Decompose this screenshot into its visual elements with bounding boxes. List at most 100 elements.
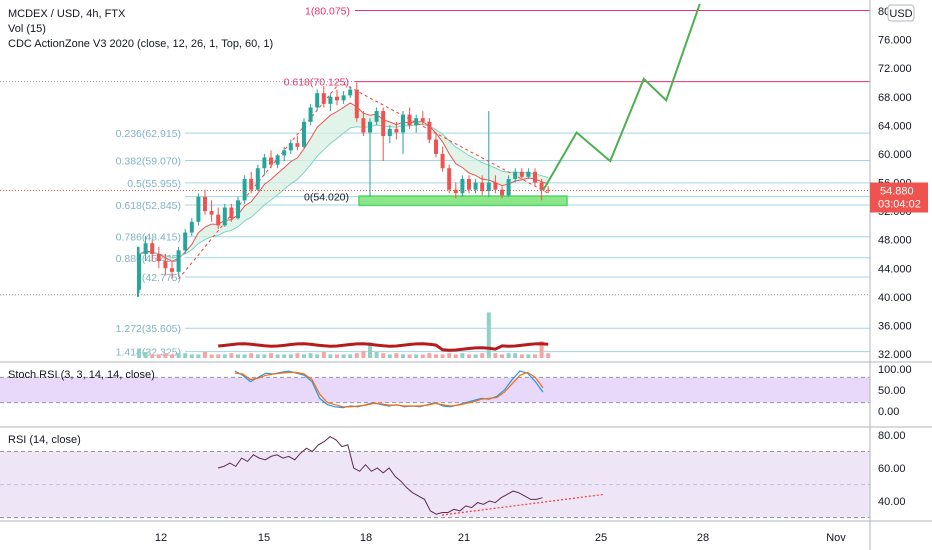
volume-bar [242, 354, 247, 358]
rsi-title[interactable]: RSI (14, close) [8, 434, 81, 446]
candle-body[interactable] [236, 200, 240, 219]
candle-body[interactable] [216, 214, 221, 226]
candle-body[interactable] [381, 111, 386, 137]
candle-body[interactable] [407, 114, 412, 126]
candle-body[interactable] [315, 93, 320, 108]
candle-body[interactable] [387, 128, 392, 137]
candle-body[interactable] [480, 182, 485, 192]
candle-body[interactable] [500, 189, 504, 196]
candle-body[interactable] [189, 221, 194, 233]
candle-body[interactable] [156, 253, 161, 262]
candle-body[interactable] [401, 114, 405, 133]
candle-body[interactable] [222, 207, 227, 226]
candle-body[interactable] [526, 171, 531, 177]
volume-bar [308, 353, 313, 358]
candle-body[interactable] [361, 118, 366, 133]
candle-body[interactable] [434, 139, 438, 154]
candle-body[interactable] [229, 207, 234, 219]
price-tick-label: 40.000 [878, 292, 912, 304]
volume-bar [282, 354, 287, 358]
candle-body[interactable] [275, 155, 280, 165]
candle-body[interactable] [506, 178, 511, 196]
symbol-title[interactable]: MCDEX / USD, 4h, FTX [8, 8, 126, 20]
cdc-zone-fill [139, 103, 549, 262]
price-tick-label: 48.000 [878, 235, 912, 247]
candle-body[interactable] [282, 150, 287, 156]
projection-path[interactable] [542, 3, 701, 192]
candle-body[interactable] [374, 111, 379, 122]
candle-body[interactable] [427, 121, 432, 140]
candle-body[interactable] [196, 196, 201, 222]
candle-body[interactable] [453, 189, 458, 194]
candle-body[interactable] [203, 196, 207, 212]
candle-body[interactable] [255, 168, 260, 190]
candle-body[interactable] [308, 107, 313, 122]
volume-bar [407, 354, 412, 358]
candle-body[interactable] [460, 178, 465, 194]
volume-bar [493, 353, 498, 358]
rsi-tick-label: 40.00 [878, 496, 906, 508]
candle-body[interactable] [321, 93, 326, 104]
candle-body[interactable] [533, 171, 537, 183]
main-price-panel[interactable]: 1(80.075) 0.618(70.125) 0.236(62.915) 0.382… [0, 3, 870, 359]
candle-body[interactable] [493, 182, 498, 190]
candle-body[interactable] [368, 121, 372, 133]
stoch-rsi-panel[interactable] [0, 370, 870, 409]
stoch-title[interactable]: Stoch RSI (3, 3, 14, 14, close) [8, 369, 155, 381]
countdown-value: 03:04:02 [878, 199, 921, 211]
rsi-panel[interactable] [0, 435, 870, 518]
candle-body[interactable] [242, 178, 247, 201]
volume-bar [216, 354, 221, 358]
volume-bar [170, 354, 174, 358]
candle-body[interactable] [394, 128, 399, 133]
stoch-tick-label: 0.00 [878, 406, 899, 418]
candle-body[interactable] [295, 143, 300, 147]
candle-body[interactable] [513, 171, 518, 179]
candle-body[interactable] [249, 178, 254, 190]
candle-body[interactable] [335, 96, 339, 101]
candle-body[interactable] [143, 243, 148, 254]
candle-body[interactable] [328, 96, 333, 104]
vol-title[interactable]: Vol (15) [8, 23, 46, 35]
candle-body[interactable] [414, 118, 419, 126]
candle-body[interactable] [163, 261, 168, 269]
indicator-title[interactable]: CDC ActionZone V3 2020 (close, 12, 26, 1… [8, 38, 273, 50]
current-price-tag[interactable] [870, 182, 928, 213]
candle-body[interactable] [170, 268, 174, 272]
candle-body[interactable] [262, 157, 267, 169]
candle-body[interactable] [354, 89, 359, 119]
candle-body[interactable] [288, 143, 293, 151]
support-zone[interactable] [358, 195, 568, 207]
time-tick-label: 25 [595, 532, 607, 544]
time-tick-label: 12 [155, 532, 167, 544]
fib-level-label: 1.272(35.605) [116, 323, 181, 335]
volume-bar [209, 354, 214, 358]
time-tick-label: 15 [258, 532, 270, 544]
candle-body[interactable] [519, 171, 524, 177]
candle-body[interactable] [447, 168, 452, 190]
candle-body[interactable] [302, 121, 306, 147]
candle-body[interactable] [539, 182, 544, 190]
candle-body[interactable] [183, 232, 188, 251]
volume-bar [434, 354, 438, 358]
candle-body[interactable] [269, 157, 273, 165]
candle-body[interactable] [176, 250, 181, 272]
candle-body[interactable] [209, 211, 214, 215]
candle-body[interactable] [486, 182, 491, 192]
candle-body[interactable] [150, 243, 155, 254]
candle-body[interactable] [473, 182, 478, 190]
volume-bar [394, 353, 399, 358]
candle-body[interactable] [348, 89, 353, 96]
candle-body[interactable] [546, 189, 551, 191]
volume-bar [480, 353, 485, 358]
volume-bar [335, 354, 339, 358]
volume-ma-line [218, 342, 549, 352]
candle-body[interactable] [467, 178, 471, 190]
volume-bar [460, 353, 465, 358]
candle-body[interactable] [440, 153, 445, 169]
currency-badge[interactable] [887, 4, 915, 22]
volume-bar [447, 353, 452, 358]
candle-body[interactable] [341, 95, 346, 101]
candle-body[interactable] [420, 118, 425, 122]
